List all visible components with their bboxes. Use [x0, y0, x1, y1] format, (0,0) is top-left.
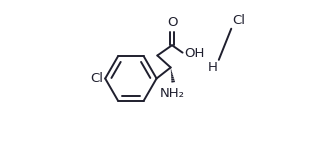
Text: OH: OH: [184, 47, 204, 60]
Text: O: O: [167, 16, 177, 29]
Text: Cl: Cl: [233, 14, 246, 27]
Text: Cl: Cl: [90, 72, 103, 85]
Text: NH₂: NH₂: [159, 87, 185, 100]
Text: H: H: [207, 61, 217, 74]
